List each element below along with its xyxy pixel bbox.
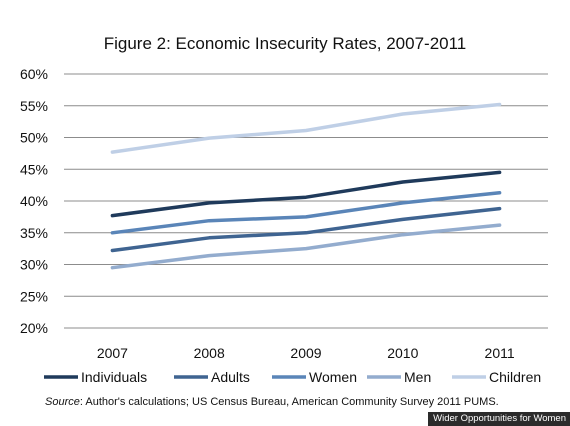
y-tick-label: 50% (20, 130, 48, 146)
legend-label: Children (489, 369, 541, 385)
y-tick-label: 40% (20, 193, 48, 209)
y-axis-ticks: 60% 55% 50% 45% 40% 35% 30% 25% 20% (20, 66, 48, 336)
x-tick-label: 2008 (194, 345, 225, 361)
series-line-men (110, 223, 502, 270)
series-lines (110, 102, 502, 270)
y-tick-label: 35% (20, 225, 48, 241)
y-tick-label: 55% (20, 98, 48, 114)
series-line-adults (110, 206, 502, 253)
credit-label: Wider Opportunities for Women (428, 412, 570, 426)
series-line-individuals (110, 170, 502, 218)
legend-label: Individuals (81, 369, 147, 385)
x-tick-label: 2007 (97, 345, 128, 361)
chart-title: Figure 2: Economic Insecurity Rates, 200… (104, 34, 467, 53)
x-axis-ticks: 2007 2008 2009 2010 2011 (97, 345, 515, 361)
series-line-women (110, 190, 502, 235)
gridlines (64, 73, 548, 329)
source-note: Source: Author's calculations; US Census… (45, 396, 499, 408)
legend-label: Adults (211, 369, 250, 385)
y-tick-label: 20% (20, 320, 48, 336)
y-tick-label: 45% (20, 161, 48, 177)
x-tick-label: 2010 (387, 345, 418, 361)
source-text: : Author's calculations; US Census Burea… (79, 396, 499, 408)
y-tick-label: 25% (20, 288, 48, 304)
series-line-children (110, 102, 502, 154)
legend: Individuals Adults Women Men Children (44, 369, 541, 385)
legend-label: Men (404, 369, 431, 385)
y-tick-label: 60% (20, 66, 48, 82)
x-tick-label: 2009 (290, 345, 321, 361)
source-label: Source (45, 396, 80, 408)
y-tick-label: 30% (20, 257, 48, 273)
legend-label: Women (309, 369, 357, 385)
x-tick-label: 2011 (485, 345, 515, 361)
